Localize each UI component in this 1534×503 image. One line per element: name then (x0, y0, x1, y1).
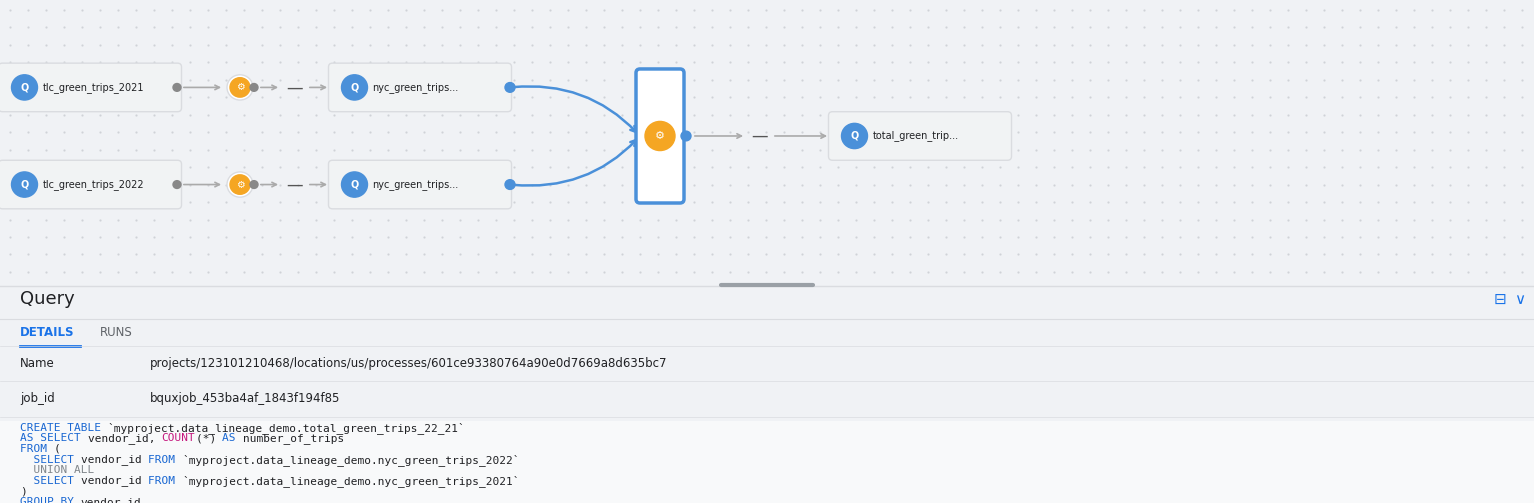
Text: ): ) (20, 486, 26, 496)
Circle shape (342, 75, 368, 100)
Text: —: — (752, 127, 769, 145)
Text: vendor_id: vendor_id (81, 454, 149, 465)
Text: nyc_green_trips...: nyc_green_trips... (373, 82, 459, 93)
Text: nyc_green_trips...: nyc_green_trips... (373, 179, 459, 190)
Text: SELECT: SELECT (20, 476, 81, 486)
Text: job_id: job_id (20, 392, 55, 405)
Text: SELECT: SELECT (20, 455, 81, 465)
Circle shape (173, 83, 181, 92)
FancyBboxPatch shape (328, 63, 511, 112)
Circle shape (342, 172, 368, 197)
Text: RUNS: RUNS (100, 326, 133, 339)
FancyBboxPatch shape (0, 421, 1534, 503)
Text: projects/123101210468/locations/us/processes/601ce93380764a90e0d7669a8d635bc7: projects/123101210468/locations/us/proce… (150, 357, 667, 370)
Text: ∨: ∨ (1514, 292, 1525, 307)
Circle shape (227, 75, 253, 100)
Text: Name: Name (20, 357, 55, 370)
Text: `myproject.data_lineage_demo.nyc_green_trips_2022`: `myproject.data_lineage_demo.nyc_green_t… (183, 454, 520, 466)
Circle shape (505, 180, 515, 190)
Text: bquxjob_453ba4af_1843f194f85: bquxjob_453ba4af_1843f194f85 (150, 392, 341, 405)
Circle shape (250, 83, 258, 92)
Circle shape (681, 131, 690, 141)
Text: Q: Q (350, 82, 359, 93)
Text: —: — (287, 176, 304, 194)
Circle shape (842, 123, 868, 148)
FancyBboxPatch shape (828, 112, 1011, 160)
Text: Query: Query (20, 290, 75, 308)
Text: (*): (*) (195, 434, 222, 443)
Text: vendor_id,: vendor_id, (87, 433, 161, 444)
Circle shape (505, 82, 515, 92)
Text: Q: Q (20, 180, 29, 190)
Text: ⚙: ⚙ (655, 131, 666, 141)
Text: tlc_green_trips_2022: tlc_green_trips_2022 (43, 179, 144, 190)
Circle shape (250, 181, 258, 189)
Text: ⊟: ⊟ (1494, 292, 1506, 307)
Text: CREATE TABLE: CREATE TABLE (20, 423, 107, 433)
Text: Q: Q (350, 180, 359, 190)
Circle shape (230, 77, 250, 97)
Text: (: ( (54, 444, 60, 454)
Text: ⚙: ⚙ (236, 82, 244, 93)
Text: FROM: FROM (149, 476, 183, 486)
Text: vendor_id: vendor_id (81, 496, 141, 503)
Text: number_of_trips: number_of_trips (242, 433, 344, 444)
Text: vendor_id: vendor_id (81, 475, 149, 486)
Text: FROM: FROM (149, 455, 183, 465)
Text: Q: Q (850, 131, 859, 141)
FancyBboxPatch shape (0, 63, 181, 112)
Circle shape (173, 181, 181, 189)
FancyBboxPatch shape (328, 160, 511, 209)
Text: AS: AS (222, 434, 242, 443)
Text: GROUP BY: GROUP BY (20, 497, 81, 503)
Text: ⚙: ⚙ (236, 180, 244, 190)
Circle shape (227, 172, 253, 197)
Text: COUNT: COUNT (161, 434, 195, 443)
Circle shape (11, 75, 37, 100)
Text: Q: Q (20, 82, 29, 93)
Text: AS SELECT: AS SELECT (20, 434, 87, 443)
Text: UNION ALL: UNION ALL (20, 465, 94, 475)
Circle shape (644, 121, 675, 150)
Text: FROM: FROM (20, 444, 54, 454)
Circle shape (11, 172, 37, 197)
Text: `myproject.data_lineage_demo.nyc_green_trips_2021`: `myproject.data_lineage_demo.nyc_green_t… (183, 475, 520, 487)
Text: `myproject.data_lineage_demo.total_green_trips_22_21`: `myproject.data_lineage_demo.total_green… (107, 422, 465, 434)
FancyBboxPatch shape (637, 69, 684, 203)
Text: tlc_green_trips_2021: tlc_green_trips_2021 (43, 82, 144, 93)
FancyBboxPatch shape (0, 160, 181, 209)
Text: DETAILS: DETAILS (20, 326, 75, 339)
Circle shape (230, 175, 250, 194)
Text: —: — (287, 78, 304, 97)
Text: total_green_trip...: total_green_trip... (873, 131, 959, 141)
